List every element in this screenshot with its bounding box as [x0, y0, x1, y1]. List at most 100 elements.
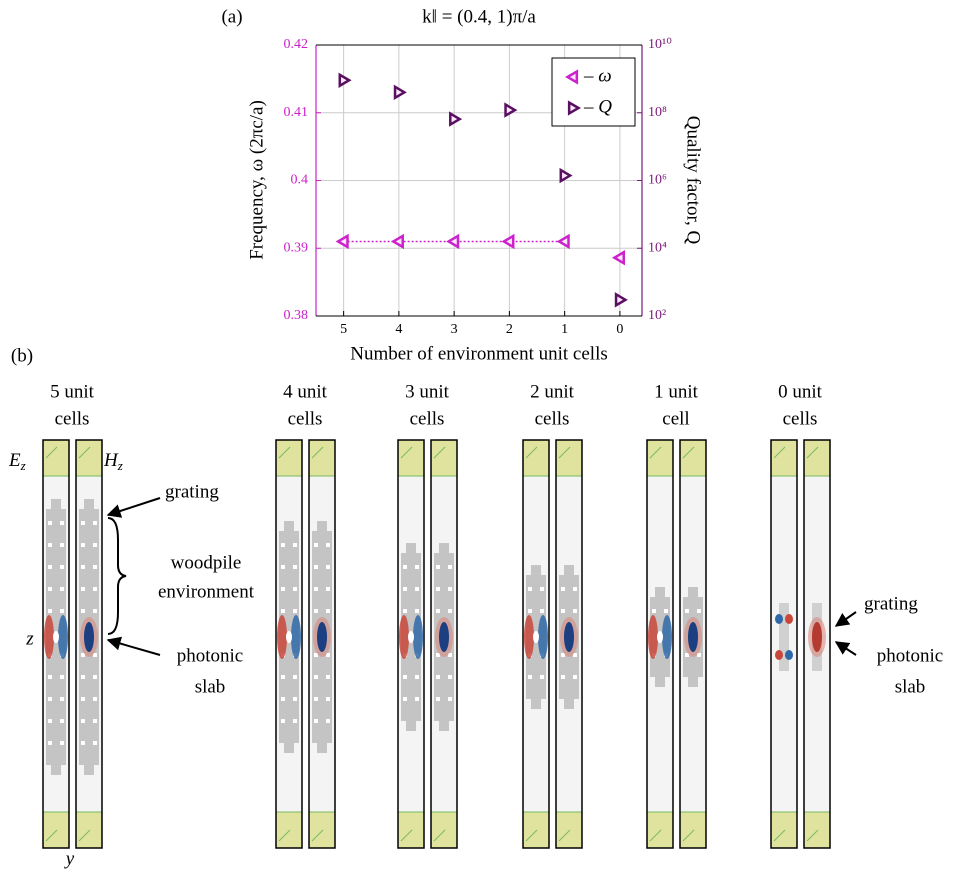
- axis-label: z: [25, 628, 34, 649]
- hole: [281, 719, 285, 723]
- hole: [415, 697, 419, 701]
- field-strip: [431, 440, 457, 848]
- chart-title: k‖ = (0.4, 1)π/a: [422, 6, 536, 27]
- brace: [108, 518, 126, 634]
- page: (a) k‖ = (0.4, 1)π/a Number of environme…: [0, 0, 962, 873]
- cladding: [523, 812, 549, 848]
- y-tick-label: 0.41: [284, 105, 309, 120]
- field: [648, 615, 658, 659]
- axis-label: y: [64, 848, 75, 869]
- cladding: [647, 440, 673, 476]
- cladding: [276, 440, 302, 476]
- hole: [48, 719, 52, 723]
- hole: [403, 609, 407, 613]
- hole: [93, 697, 97, 701]
- field: [84, 622, 94, 652]
- field-strip: [647, 440, 673, 848]
- field: [812, 622, 822, 652]
- field: [785, 614, 793, 624]
- hole: [293, 565, 297, 569]
- hole: [93, 587, 97, 591]
- y-tick-label: 0.42: [284, 37, 309, 52]
- hole: [314, 543, 318, 547]
- panel-label: (a): [221, 6, 242, 27]
- hole: [281, 543, 285, 547]
- hole: [293, 697, 297, 701]
- cladding: [398, 440, 424, 476]
- cladding: [556, 812, 582, 848]
- y-axis-label: Frequency, ω (2πc/a): [246, 100, 267, 260]
- hole: [60, 587, 64, 591]
- grating: [779, 603, 789, 671]
- hole: [415, 675, 419, 679]
- hole: [93, 543, 97, 547]
- hole: [415, 609, 419, 613]
- annotation: photonic: [177, 645, 244, 666]
- y2-axis-label: Quality factor, Q: [683, 116, 704, 245]
- annotation: grating: [165, 481, 219, 502]
- field: [58, 615, 68, 659]
- column-heading: 3 unit: [405, 381, 450, 402]
- field: [775, 650, 783, 660]
- hole: [314, 719, 318, 723]
- hole: [697, 609, 701, 613]
- hole: [652, 609, 656, 613]
- cladding: [804, 440, 830, 476]
- hole: [528, 609, 532, 613]
- hole: [415, 565, 419, 569]
- hole: [293, 719, 297, 723]
- field: [291, 615, 301, 659]
- hole: [48, 697, 52, 701]
- y2-tick-label: 10²: [648, 308, 666, 323]
- hole: [573, 675, 577, 679]
- hole: [93, 521, 97, 525]
- hole: [436, 609, 440, 613]
- annotation: slab: [895, 676, 926, 697]
- hole: [48, 741, 52, 745]
- column-heading: 4 unit: [283, 381, 328, 402]
- hole: [436, 675, 440, 679]
- column-heading: cells: [535, 408, 570, 429]
- hole: [326, 719, 330, 723]
- hole: [685, 609, 689, 613]
- field: [53, 631, 59, 643]
- hole: [60, 675, 64, 679]
- hole: [448, 565, 452, 569]
- hole: [81, 675, 85, 679]
- field-strip: [398, 440, 424, 848]
- hole: [60, 741, 64, 745]
- field: [785, 650, 793, 660]
- column-heading: 0 unit: [778, 381, 823, 402]
- cladding: [680, 440, 706, 476]
- field: [399, 615, 409, 659]
- hole: [561, 587, 565, 591]
- hole: [93, 719, 97, 723]
- field-strip: [276, 440, 302, 848]
- hole: [314, 697, 318, 701]
- hole: [573, 587, 577, 591]
- field: [538, 615, 548, 659]
- column-heading: 5 unit: [50, 381, 95, 402]
- hole: [48, 521, 52, 525]
- field: [439, 622, 449, 652]
- column-heading: cells: [288, 408, 323, 429]
- annotation: photonic: [877, 645, 944, 666]
- cladding: [804, 812, 830, 848]
- hole: [60, 521, 64, 525]
- hole: [293, 675, 297, 679]
- field-strip: [556, 440, 582, 848]
- field: [657, 631, 663, 643]
- cladding: [680, 812, 706, 848]
- field-strip: [680, 440, 706, 848]
- hole: [60, 609, 64, 613]
- hole: [326, 675, 330, 679]
- column-heading: 2 unit: [530, 381, 575, 402]
- cladding: [398, 812, 424, 848]
- cladding: [76, 440, 102, 476]
- hole: [326, 609, 330, 613]
- field-label: Ez: [8, 450, 26, 473]
- column-heading: cells: [783, 408, 818, 429]
- hole: [293, 543, 297, 547]
- x-tick-label: 3: [451, 322, 458, 337]
- hole: [293, 609, 297, 613]
